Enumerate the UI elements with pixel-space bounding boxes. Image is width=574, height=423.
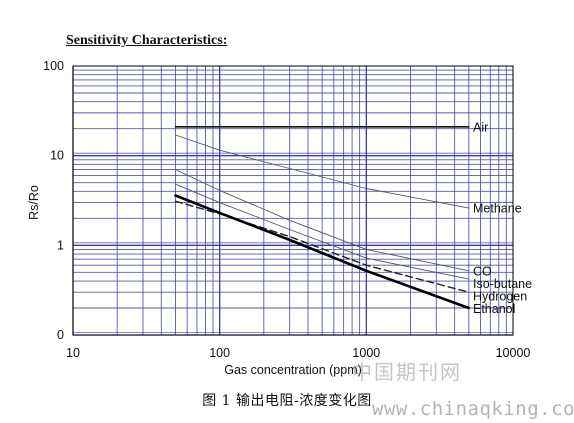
watermark-url: www.chinaqking.com — [372, 398, 574, 420]
x-tick-label: 10 — [66, 346, 80, 360]
x-axis-label: Gas concentration (ppm) — [224, 363, 362, 377]
series-line-ethanol — [174, 194, 471, 310]
y-tick-label: 1 — [57, 238, 64, 252]
x-tick-label: 10000 — [496, 346, 531, 360]
x-tick-label: 100 — [209, 346, 230, 360]
series-line-hydrogen — [174, 200, 470, 293]
plot-frame — [72, 65, 514, 336]
series-label-iso-butane: Iso-butane — [473, 277, 532, 291]
series-layer — [174, 126, 471, 310]
y-tick-label: 10 — [50, 149, 64, 163]
plot-grid — [72, 66, 513, 336]
series-line-co — [175, 169, 470, 272]
chart-title: Sensitivity Characteristics: — [66, 33, 228, 48]
series-label-ethanol: Ethanol — [473, 302, 515, 316]
series-label-air: Air — [473, 120, 488, 134]
watermark-cn: 中国期刊网 — [352, 360, 462, 384]
series-line-methane — [175, 134, 470, 209]
series-line-iso-butane — [175, 183, 470, 280]
tick-labels: 10 100 1000 10000 0 1 10 100 — [43, 59, 530, 360]
y-axis-label: Rs/Ro — [27, 185, 41, 220]
y-tick-label: 100 — [43, 59, 64, 73]
figure-caption: 图 1 输出电阻-浓度变化图 — [202, 393, 372, 409]
series-label-hydrogen: Hydrogen — [473, 289, 527, 303]
series-label-methane: Methane — [473, 202, 522, 216]
x-tick-label: 1000 — [352, 346, 380, 360]
y-tick-label: 0 — [57, 328, 64, 342]
series-label-co: CO — [473, 264, 492, 278]
